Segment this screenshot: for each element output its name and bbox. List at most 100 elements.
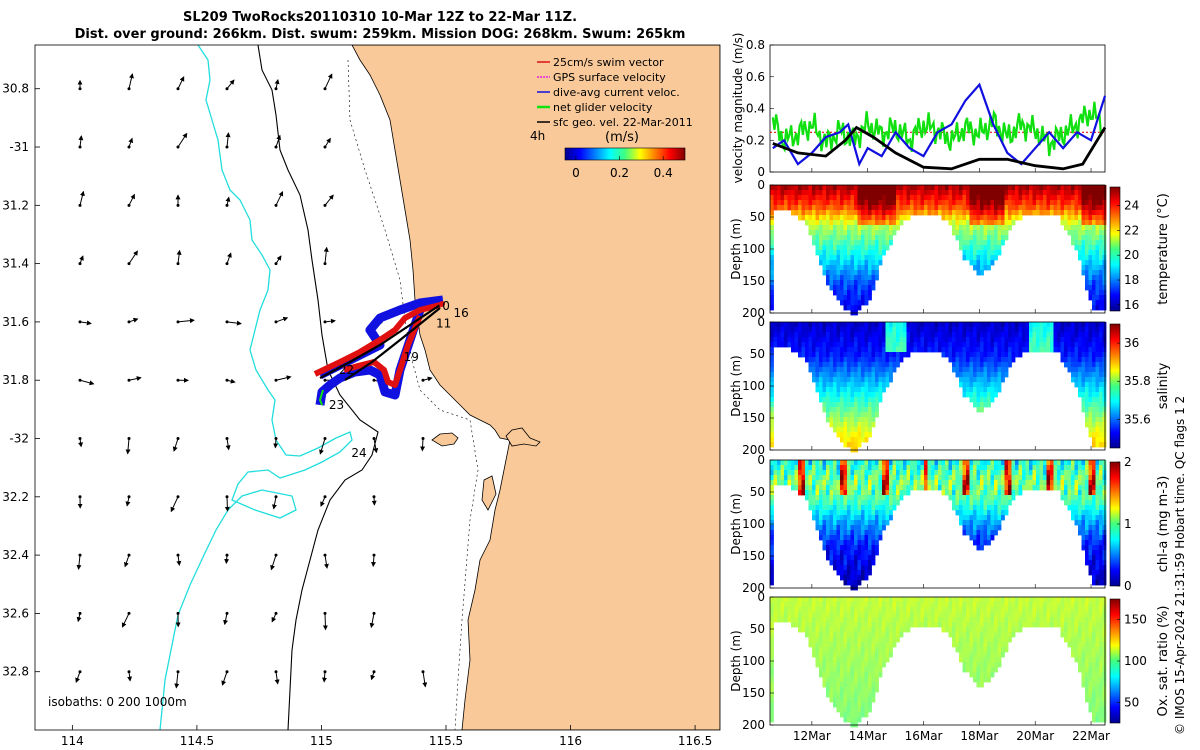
section-cell: [822, 642, 827, 648]
section-cell: [924, 617, 928, 623]
section-cell: [847, 697, 851, 703]
section-cell: [973, 332, 977, 338]
section-cell: [1078, 205, 1082, 211]
section-cell: [875, 407, 879, 413]
section-cell: [1095, 280, 1100, 286]
section-cell: [1085, 357, 1089, 363]
section-cell: [815, 602, 820, 608]
section-cell: [892, 362, 897, 368]
section-cell: [990, 602, 995, 608]
section-cell: [805, 602, 809, 608]
section-cell: [1036, 327, 1040, 333]
section-cell: [847, 520, 851, 526]
section-cell: [850, 342, 855, 348]
section-cell: [1008, 607, 1012, 613]
section-cell: [945, 475, 949, 481]
section-cell: [850, 530, 855, 536]
section-cell: [840, 195, 844, 201]
section-cell: [962, 632, 967, 638]
section-cell: [1081, 265, 1086, 271]
section-cell: [1102, 280, 1107, 286]
section-cell: [847, 397, 851, 403]
section-cell: [1095, 565, 1100, 571]
section-cell: [833, 275, 837, 281]
section-cell: [976, 347, 981, 353]
section-cell: [875, 205, 879, 211]
section-cell: [990, 530, 995, 536]
inlet: [481, 475, 497, 511]
section-cell: [829, 280, 834, 286]
section-cell: [833, 667, 837, 673]
section-cell: [889, 465, 893, 471]
section-cell: [1025, 460, 1030, 466]
section-cell: [857, 617, 862, 623]
section-cell: [1081, 480, 1086, 486]
section-cell: [826, 322, 830, 328]
section-cell: [850, 677, 855, 683]
section-cell: [955, 622, 960, 628]
section-cell: [1099, 275, 1103, 281]
section-cell: [938, 332, 942, 338]
section-cell: [829, 560, 834, 566]
section-cell: [1102, 327, 1107, 333]
section-cell: [770, 662, 774, 668]
section-cell: [913, 190, 918, 196]
section-cell: [847, 235, 851, 241]
section-cell: [1099, 475, 1103, 481]
section-cell: [854, 525, 858, 531]
section-cell: [885, 352, 890, 358]
section-cell: [812, 235, 816, 241]
section-cell: [829, 285, 834, 291]
section-cell: [966, 362, 970, 368]
section-cell: [826, 540, 830, 546]
section-cell: [836, 362, 841, 368]
section-cell: [815, 200, 820, 206]
section-cell: [980, 475, 984, 481]
section-cell: [833, 460, 837, 466]
section-cell: [1081, 540, 1086, 546]
section-cell: [1060, 480, 1065, 486]
section-cell: [987, 240, 991, 246]
section-cell: [829, 677, 834, 683]
section-cell: [798, 617, 802, 623]
section-cell: [1018, 622, 1023, 628]
section-cell: [966, 327, 970, 333]
section-cell: [997, 622, 1002, 628]
section-cell: [1060, 185, 1065, 191]
section-cell: [1085, 550, 1089, 556]
section-cell: [850, 535, 855, 541]
section-cell: [843, 342, 848, 348]
section-cell: [1008, 460, 1012, 466]
section-cell: [836, 602, 841, 608]
velocity-arrow: [275, 190, 284, 206]
section-cell: [882, 627, 886, 633]
section-cell: [826, 265, 830, 271]
section-cell: [976, 637, 981, 643]
section-cell: [770, 460, 774, 466]
section-cell: [1092, 442, 1096, 448]
section-cell: [822, 597, 827, 603]
section-cell: [784, 337, 788, 343]
section-cell: [1088, 565, 1093, 571]
section-cell: [791, 185, 795, 191]
section-cell: [791, 337, 795, 343]
section-cell: [1064, 332, 1068, 338]
velocity-arrow-origin: [78, 553, 82, 557]
section-cell: [966, 465, 970, 471]
section-cell: [1085, 200, 1089, 206]
section-cell: [983, 662, 988, 668]
section-cell: [829, 362, 834, 368]
velocity-arrow: [226, 79, 235, 90]
section-cell: [871, 205, 876, 211]
section-cell: [924, 195, 928, 201]
section-cell: [885, 627, 890, 633]
section-cell: [899, 215, 904, 221]
section-cell: [857, 717, 862, 723]
section-cell: [917, 347, 921, 353]
section-cell: [990, 470, 995, 476]
section-cell: [899, 495, 904, 501]
section-cell: [1046, 205, 1051, 211]
section-cell: [1029, 480, 1033, 486]
section-cell: [1078, 322, 1082, 328]
section-cell: [906, 460, 911, 466]
